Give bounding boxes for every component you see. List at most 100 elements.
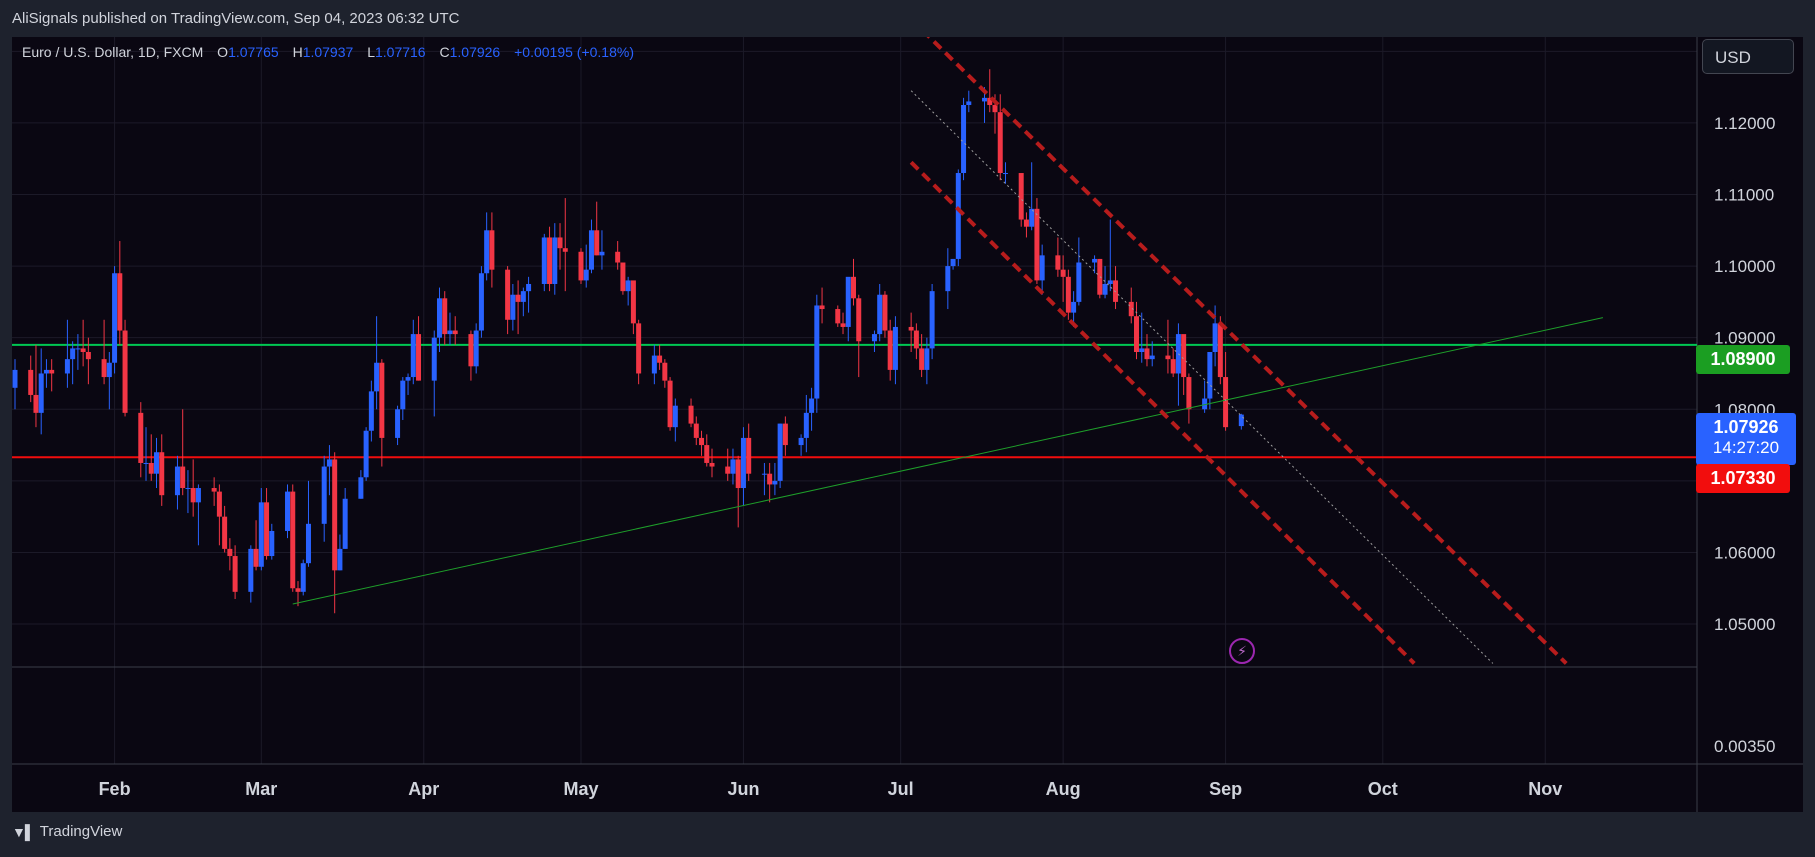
brand-name: TradingView	[39, 823, 123, 840]
support-level-label: 1.08900	[1696, 345, 1790, 374]
candle-body	[657, 355, 663, 363]
candle-body	[442, 298, 448, 335]
candle-body	[180, 466, 186, 489]
candle-body	[845, 276, 851, 327]
symbol-name: Euro / U.S. Dollar, 1D, FXCM	[22, 44, 204, 60]
candle-body	[552, 237, 558, 284]
x-tick-label: Feb	[99, 779, 131, 799]
candle-body	[138, 412, 144, 463]
candle-body	[431, 337, 437, 381]
candle-body	[112, 273, 118, 363]
candle-body	[557, 237, 563, 249]
candle-body	[761, 473, 767, 475]
candle-body	[955, 173, 961, 259]
candle-body	[877, 294, 883, 335]
currency-button[interactable]: USD	[1702, 39, 1794, 74]
candle-body	[253, 548, 259, 567]
candle-body	[709, 462, 715, 467]
open-label: O	[217, 44, 229, 60]
y-tick-label: 1.10000	[1714, 257, 1775, 276]
close-value: 1.07926	[449, 44, 501, 60]
candle-body	[1029, 208, 1035, 227]
candle-body	[913, 330, 919, 349]
bar-countdown: 14:27:20	[1712, 438, 1780, 457]
candle-body	[285, 491, 291, 531]
candle-body	[851, 276, 856, 299]
candle-body	[117, 273, 123, 331]
resistance-level-label: 1.07330	[1696, 464, 1790, 493]
candle-body	[599, 251, 605, 256]
close-label: C	[439, 44, 450, 60]
candle-body	[148, 462, 154, 474]
y-tick-label: 1.05000	[1714, 615, 1775, 634]
candle-body	[405, 377, 411, 381]
chart-frame: 1.130001.120001.110001.100001.090001.080…	[12, 37, 1803, 812]
candle-body	[101, 359, 107, 378]
price-chart[interactable]: 1.130001.120001.110001.100001.090001.080…	[12, 37, 1803, 812]
x-tick-label: Sep	[1209, 779, 1242, 799]
candle-body	[264, 502, 270, 557]
footer-bar	[0, 812, 1815, 857]
candle-body	[625, 280, 631, 292]
candle-body	[777, 423, 783, 481]
candle-body	[1133, 316, 1139, 352]
publish-header: AliSignals published on TradingView.com,…	[0, 0, 1815, 38]
change-value: +0.00195 (+0.18%)	[514, 44, 634, 60]
candle-body	[1144, 348, 1150, 360]
candle-body	[835, 309, 841, 324]
candle-body	[583, 269, 589, 281]
tradingview-logo-icon: ▼▌	[12, 823, 35, 840]
candle-body	[1076, 262, 1082, 302]
candle-body	[1034, 208, 1040, 281]
tradingview-logo[interactable]: ▼▌ TradingView	[12, 823, 122, 840]
candle-body	[75, 348, 81, 350]
candle-body	[950, 258, 956, 267]
candle-body	[1170, 359, 1176, 374]
candle-body	[798, 437, 804, 446]
candle-body	[174, 466, 180, 496]
candle-body	[227, 548, 233, 557]
candle-body	[80, 348, 86, 352]
candle-body	[772, 480, 778, 485]
candle-body	[122, 330, 128, 413]
candle-body	[295, 588, 301, 592]
candle-body	[515, 294, 521, 302]
candle-body	[1055, 255, 1061, 270]
candle-body	[1002, 173, 1008, 175]
candle-body	[651, 355, 657, 374]
candle-body	[38, 373, 44, 413]
current-price-label: 1.07926 14:27:20	[1696, 413, 1796, 465]
candle-body	[1202, 398, 1208, 410]
candle-body	[232, 556, 238, 592]
candle-body	[400, 380, 406, 410]
candle-body	[630, 280, 636, 324]
candle-body	[70, 348, 76, 360]
candle-body	[1113, 280, 1119, 302]
candle-body	[1223, 377, 1229, 428]
candle-body	[767, 473, 773, 485]
candle-body	[961, 105, 967, 174]
candle-body	[620, 262, 626, 292]
candle-body	[1212, 323, 1218, 352]
candle-body	[594, 230, 600, 256]
symbol-legend: Euro / U.S. Dollar, 1D, FXCM O1.07765 H1…	[22, 44, 634, 60]
x-tick-label: Jul	[888, 779, 914, 799]
candle-body	[746, 437, 752, 474]
candle-body	[305, 523, 311, 564]
candle-body	[468, 334, 474, 367]
candle-body	[520, 291, 526, 302]
x-tick-label: May	[563, 779, 598, 799]
candle-body	[28, 369, 34, 395]
high-value: 1.07937	[302, 44, 354, 60]
candle-body	[33, 394, 39, 413]
candle-body	[12, 369, 18, 388]
lightning-icon[interactable]: ⚡	[1229, 638, 1255, 664]
candle-body	[49, 369, 55, 374]
candle-body	[803, 412, 809, 438]
candle-body	[368, 391, 374, 431]
candle-body	[882, 294, 888, 331]
x-tick-label: Mar	[245, 779, 277, 799]
y-tick-label: 1.09000	[1714, 329, 1775, 348]
candle-body	[667, 380, 673, 428]
candle-body	[395, 409, 401, 438]
